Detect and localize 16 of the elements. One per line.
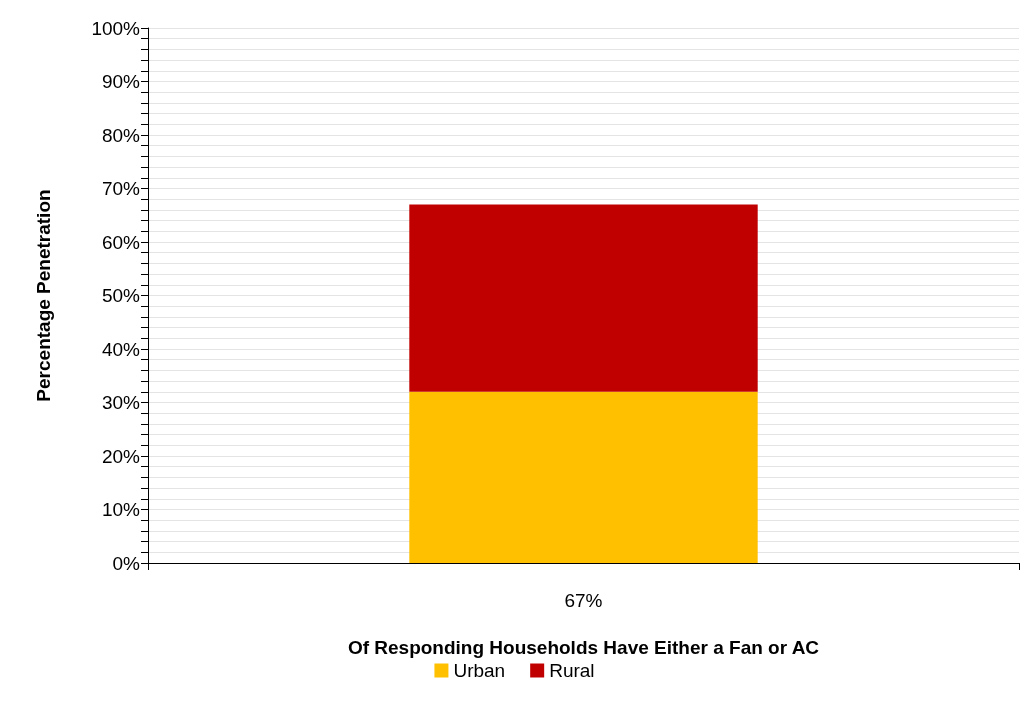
legend-label: Rural	[549, 660, 595, 681]
y-tick-label: 50%	[101, 285, 141, 306]
y-tick-label: 0%	[112, 552, 141, 574]
y-axis-title: Percentage Penetration	[33, 189, 54, 402]
y-tick-label: 70%	[101, 178, 141, 199]
legend-label: Urban	[453, 660, 506, 681]
y-tick-label: 60%	[101, 231, 141, 253]
x-tick-label: 67%	[564, 590, 603, 611]
y-tick-label: 100%	[91, 17, 141, 39]
x-axis-title: Of Responding Households Have Either a Fan or AC	[347, 637, 820, 658]
y-tick-label: 40%	[101, 338, 141, 360]
y-tick-label: 10%	[101, 499, 141, 520]
y-tick-label: 80%	[101, 124, 141, 146]
y-tick-label: 20%	[101, 445, 141, 467]
y-tick-label: 90%	[101, 71, 141, 92]
y-tick-label: 30%	[101, 392, 141, 413]
